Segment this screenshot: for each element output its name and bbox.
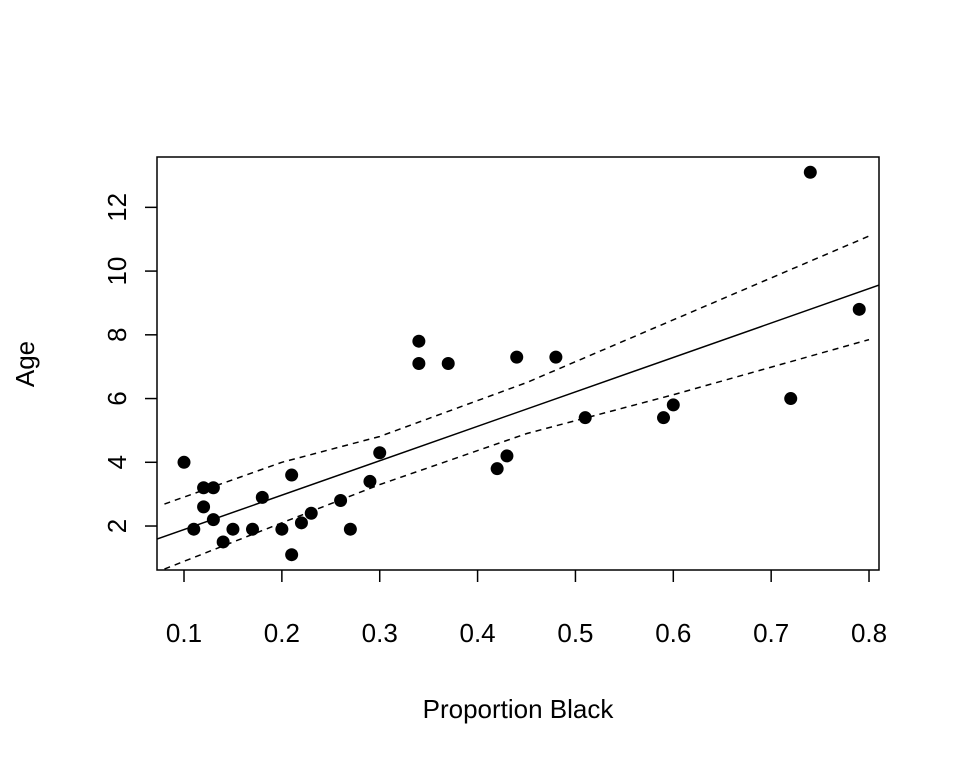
point (657, 411, 671, 425)
x-tick-label: 0.6 (655, 618, 691, 648)
point (304, 506, 318, 520)
point (197, 500, 211, 514)
point (216, 535, 230, 549)
x-tick-label: 0.5 (557, 618, 593, 648)
point (187, 522, 201, 536)
point (510, 350, 524, 364)
point (246, 522, 260, 536)
point (206, 481, 220, 495)
y-tick-label: 10 (102, 257, 132, 286)
point (500, 449, 514, 463)
x-tick-label: 0.7 (753, 618, 789, 648)
point (363, 474, 377, 488)
x-tick-label: 0.3 (362, 618, 398, 648)
point (412, 357, 426, 370)
point (177, 455, 191, 469)
y-tick-label: 8 (102, 328, 132, 342)
point (549, 350, 563, 364)
point (784, 392, 798, 406)
x-tick-label: 0.8 (851, 618, 887, 648)
y-axis-label: Age (10, 341, 40, 387)
point (803, 165, 817, 179)
x-tick-label: 0.4 (460, 618, 496, 648)
point (490, 462, 504, 476)
y-tick-label: 12 (102, 193, 132, 222)
plot-frame (156, 156, 880, 571)
confidence-band (164, 338, 870, 570)
y-tick-label: 6 (102, 391, 132, 405)
x-tick-label: 0.2 (264, 618, 300, 648)
confidence-band (164, 235, 870, 505)
point (373, 446, 387, 460)
point (285, 548, 299, 562)
regression-line (157, 284, 879, 540)
point (441, 357, 455, 370)
point (412, 334, 426, 348)
point (285, 468, 299, 482)
y-tick-label: 4 (102, 455, 132, 469)
x-tick-label: 0.1 (166, 618, 202, 648)
point (226, 522, 240, 536)
x-axis-label: Proportion Black (423, 694, 615, 724)
point (578, 411, 592, 425)
point (666, 398, 680, 412)
point (852, 302, 866, 316)
point (294, 516, 308, 530)
point (343, 522, 357, 536)
plot-area (157, 165, 879, 570)
y-tick-label: 2 (102, 519, 132, 533)
point (275, 522, 289, 536)
